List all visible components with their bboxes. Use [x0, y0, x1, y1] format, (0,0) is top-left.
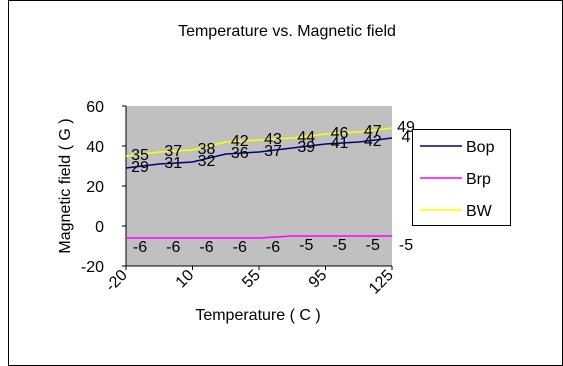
- x-axis-label: Temperature ( C ): [195, 307, 320, 324]
- data-label-bop: 42: [364, 133, 382, 150]
- y-axis-label: Magnetic field ( G ): [57, 118, 74, 253]
- data-label-bw: 43: [264, 131, 282, 148]
- x-axis-ticks: -20 10 55 95 125: [102, 266, 397, 298]
- data-label-bop: 4: [402, 129, 411, 146]
- data-label-brp: -6: [166, 239, 180, 256]
- x-tick-label: 55: [239, 267, 264, 292]
- legend: Bop Brp BW: [412, 129, 511, 226]
- data-label-bop: 41: [331, 135, 349, 152]
- legend-label-bw: BW: [466, 203, 493, 220]
- data-label-brp: -5: [299, 237, 313, 254]
- x-tick-label: -20: [102, 267, 130, 295]
- data-label-brp: -5: [399, 237, 413, 254]
- data-label-bw: 37: [164, 143, 182, 160]
- series-line-bop: [125, 137, 393, 169]
- data-label-bop: 37: [264, 143, 282, 160]
- x-tick-label: 125: [366, 267, 397, 298]
- y-tick-label: 20: [86, 179, 104, 196]
- y-tick-label: 40: [86, 139, 104, 156]
- data-label-bw: 42: [231, 133, 249, 150]
- y-axis-ticks: -20 0 20 40 60: [81, 99, 126, 276]
- data-label-bw: 35: [131, 147, 149, 164]
- data-label-bw: 38: [198, 141, 216, 158]
- x-tick-label: 10: [173, 267, 198, 292]
- legend-label-bop: Bop: [466, 139, 495, 156]
- legend-items: Bop Brp BW: [420, 139, 495, 220]
- data-label-bop: 29: [131, 159, 149, 176]
- y-tick-label: -20: [81, 259, 104, 276]
- data-label-bop: 36: [231, 145, 249, 162]
- data-labels: 29 31 32 36 37 39 41 42 4 -6 -6 -6 -6 -6 -5 -5 -5 -5 35 37 3…: [131, 119, 415, 256]
- data-label-bw: 46: [331, 125, 349, 142]
- data-label-bw: 44: [297, 129, 315, 146]
- series-line-brp: [126, 235, 392, 239]
- data-label-bop: 39: [297, 139, 315, 156]
- data-label-brp: -5: [366, 237, 380, 254]
- y-tick-label: 60: [86, 99, 104, 116]
- data-label-brp: -6: [233, 239, 247, 256]
- data-label-brp: -6: [199, 239, 213, 256]
- y-tick-label: 0: [95, 219, 104, 236]
- data-label-bw: 49: [397, 119, 415, 136]
- data-label-brp: -5: [332, 237, 346, 254]
- x-tick-label: 95: [306, 267, 331, 292]
- series-lines: [125, 127, 393, 239]
- data-label-bw: 47: [364, 123, 382, 140]
- series-line-bw: [125, 127, 393, 157]
- data-label-brp: -6: [266, 239, 280, 256]
- legend-label-brp: Brp: [466, 171, 491, 188]
- data-label-bop: 32: [198, 153, 216, 170]
- data-label-bop: 31: [164, 155, 182, 172]
- chart-title: Temperature vs. Magnetic field: [178, 23, 396, 40]
- data-label-brp: -6: [133, 239, 147, 256]
